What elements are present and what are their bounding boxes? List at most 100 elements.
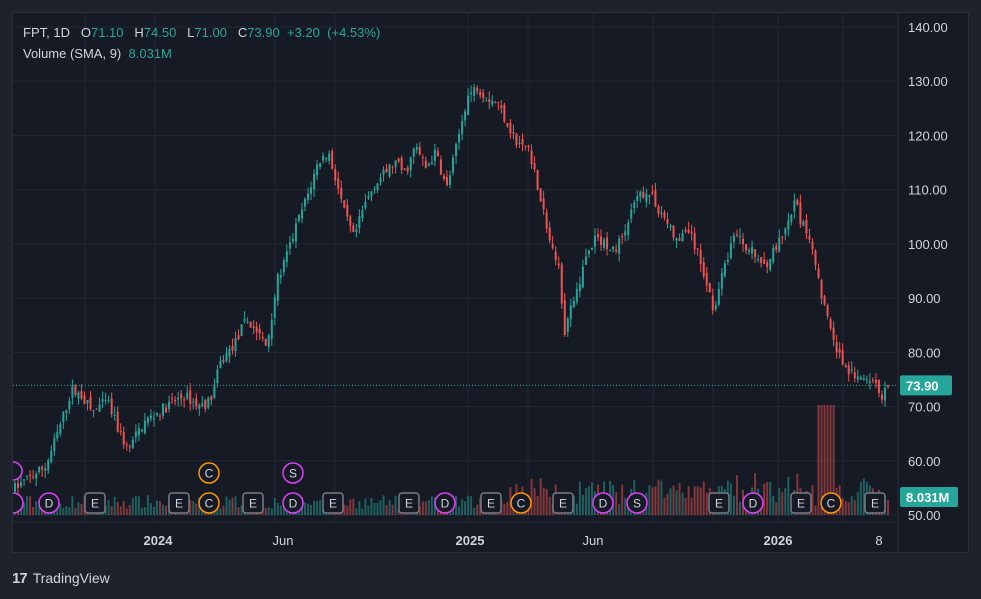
candle-body xyxy=(234,337,237,352)
volume-bar xyxy=(80,503,83,515)
volume-indicator-label[interactable]: Volume (SMA, 9) xyxy=(23,46,122,61)
volume-bar xyxy=(678,482,681,515)
event-marker-split[interactable]: S xyxy=(282,462,304,484)
event-marker-earnings[interactable]: E xyxy=(242,492,264,514)
candle-body xyxy=(681,233,684,242)
candle-body xyxy=(240,324,243,336)
event-marker-earnings[interactable]: E xyxy=(168,492,190,514)
candle-body xyxy=(832,327,835,340)
volume-bar xyxy=(455,496,458,515)
candle-body xyxy=(291,238,294,242)
event-marker-corporate[interactable]: C xyxy=(198,492,220,514)
candle-body xyxy=(847,365,850,375)
event-marker-clipped[interactable] xyxy=(13,492,24,514)
candle-body xyxy=(880,394,883,400)
candle-body xyxy=(560,264,563,304)
svg-text:S: S xyxy=(633,497,641,511)
volume-bar xyxy=(675,490,678,515)
event-marker-earnings[interactable]: E xyxy=(84,492,106,514)
event-marker-split[interactable]: S xyxy=(626,492,648,514)
event-marker-dividend[interactable]: D xyxy=(38,492,60,514)
candle-body xyxy=(572,300,575,308)
chart-panel[interactable]: 140.00 130.00 120.00 110.00 100.00 90.00 80.00… xyxy=(12,12,970,554)
candle-body xyxy=(448,175,451,185)
interval-label[interactable]: 1D xyxy=(53,25,70,40)
candle-body xyxy=(397,158,400,162)
volume-bar xyxy=(307,503,310,515)
candle-body xyxy=(303,198,306,207)
event-marker-earnings[interactable]: E xyxy=(398,492,420,514)
event-marker-earnings[interactable]: E xyxy=(552,492,574,514)
volume-bar xyxy=(149,503,152,515)
candle-body xyxy=(850,369,853,371)
volume-bar xyxy=(436,507,439,515)
volume-bar xyxy=(23,502,26,515)
candle-body xyxy=(799,202,802,225)
volume-bar xyxy=(615,492,618,515)
candle-body xyxy=(455,144,458,156)
volume-bar xyxy=(738,501,741,515)
candle-body xyxy=(790,214,793,222)
svg-text:S: S xyxy=(289,467,297,481)
volume-bar xyxy=(391,504,394,515)
candle-body xyxy=(539,188,542,202)
candle-body xyxy=(243,318,246,322)
volume-bar xyxy=(427,500,430,515)
candle-body xyxy=(201,403,204,407)
candle-body xyxy=(566,318,569,332)
candle-body xyxy=(600,236,603,245)
event-marker-corporate[interactable]: C xyxy=(198,462,220,484)
event-marker-dividend[interactable]: D xyxy=(592,492,614,514)
candle-body xyxy=(476,87,479,92)
candle-body xyxy=(491,100,494,105)
candle-body xyxy=(627,222,630,235)
symbol-label[interactable]: FPT xyxy=(23,25,47,40)
volume-bar xyxy=(385,504,388,515)
volume-bar xyxy=(823,405,826,515)
candle-body xyxy=(859,377,862,380)
event-marker-corporate[interactable]: C xyxy=(820,492,842,514)
event-marker-dividend[interactable]: D xyxy=(742,492,764,514)
candle-body xyxy=(666,218,669,225)
volume-bar xyxy=(388,499,391,515)
volume-bar xyxy=(584,488,587,515)
time-tick-label: 2025 xyxy=(456,533,485,548)
candle-body xyxy=(651,191,654,194)
candle-body xyxy=(470,92,473,95)
event-marker-corporate[interactable]: C xyxy=(510,492,532,514)
tradingview-logo[interactable]: 17 TradingView xyxy=(12,568,110,588)
candle-body xyxy=(180,393,183,399)
volume-bar xyxy=(775,502,778,515)
event-marker-earnings[interactable]: E xyxy=(864,492,886,514)
candle-body xyxy=(723,263,726,277)
event-marker-dividend[interactable]: D xyxy=(434,492,456,514)
volume-bar xyxy=(155,500,158,515)
candle-body xyxy=(838,349,841,353)
candle-body xyxy=(536,170,539,190)
volume-bar xyxy=(657,479,660,515)
candle-body xyxy=(684,229,687,232)
svg-text:E: E xyxy=(487,497,495,511)
time-tick-label: 8 xyxy=(875,533,882,548)
event-marker-earnings[interactable]: E xyxy=(790,492,812,514)
event-marker-earnings[interactable]: E xyxy=(708,492,730,514)
candle-body xyxy=(584,256,587,265)
volume-bar xyxy=(778,488,781,515)
candle-body xyxy=(128,446,131,448)
candle-body xyxy=(228,348,231,357)
volume-bar xyxy=(379,500,382,515)
event-marker-clipped[interactable] xyxy=(13,461,23,481)
volume-bar xyxy=(26,496,29,515)
volume-bar xyxy=(587,486,590,515)
candle-body xyxy=(168,401,171,410)
volume-bar xyxy=(887,500,889,515)
volume-bar xyxy=(41,508,44,515)
event-marker-dividend[interactable]: D xyxy=(282,492,304,514)
candle-body xyxy=(361,210,364,219)
price-chart[interactable]: 140.00 130.00 120.00 110.00 100.00 90.00 80.00… xyxy=(13,13,970,554)
candle-body xyxy=(829,319,832,329)
event-marker-earnings[interactable]: E xyxy=(322,492,344,514)
candle-body xyxy=(763,259,766,264)
event-marker-earnings[interactable]: E xyxy=(480,492,502,514)
volume-bar xyxy=(826,405,829,515)
